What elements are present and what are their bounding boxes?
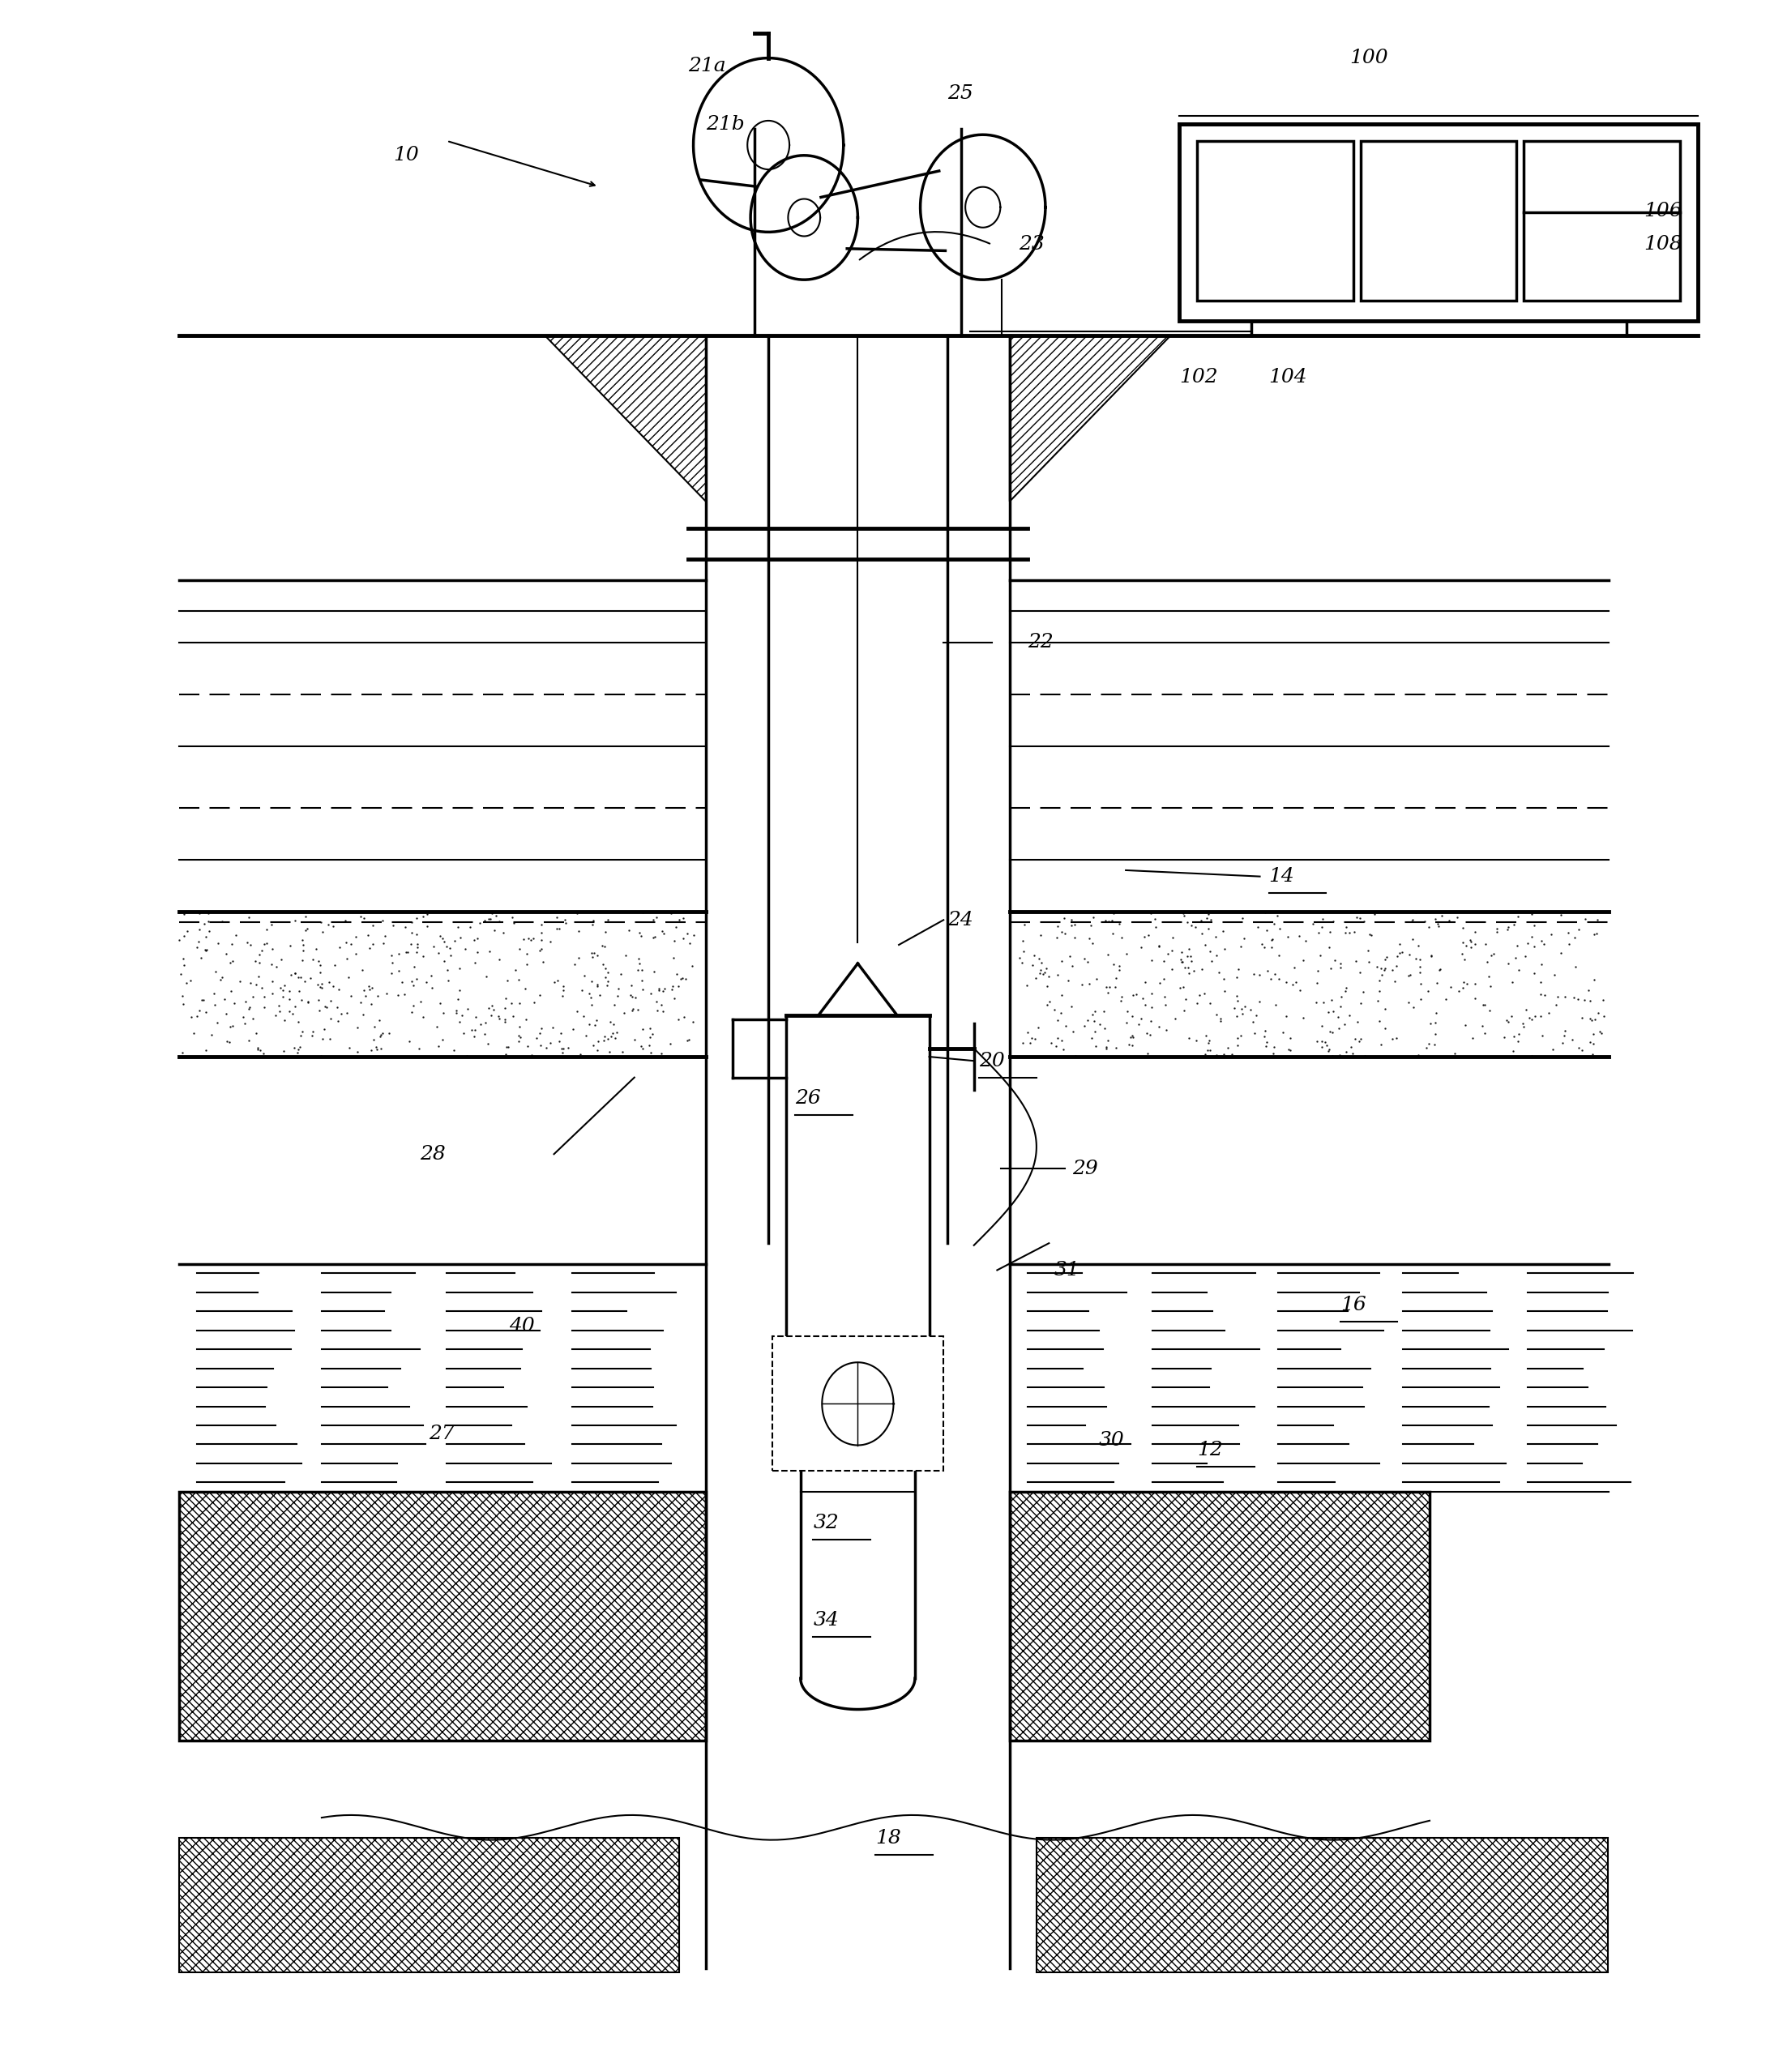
FancyBboxPatch shape <box>1197 141 1353 300</box>
FancyBboxPatch shape <box>1524 141 1680 300</box>
Text: 31: 31 <box>1054 1262 1079 1278</box>
Text: 27: 27 <box>429 1426 454 1442</box>
Text: 12: 12 <box>1197 1442 1222 1459</box>
Text: 21b: 21b <box>706 116 745 133</box>
Text: 25: 25 <box>947 85 972 102</box>
Text: 106: 106 <box>1644 203 1683 220</box>
Text: 14: 14 <box>1269 868 1294 885</box>
FancyBboxPatch shape <box>1179 124 1698 321</box>
Text: 20: 20 <box>979 1053 1004 1069</box>
Text: 32: 32 <box>813 1515 838 1531</box>
Text: 34: 34 <box>813 1612 838 1629</box>
Text: 18: 18 <box>876 1830 901 1846</box>
Text: 100: 100 <box>1349 50 1388 66</box>
Text: 102: 102 <box>1179 369 1219 385</box>
Text: 29: 29 <box>1072 1160 1097 1177</box>
Text: 28: 28 <box>420 1146 445 1162</box>
Text: 21a: 21a <box>688 58 726 75</box>
Text: 10: 10 <box>393 147 418 164</box>
Text: 26: 26 <box>795 1090 820 1106</box>
Text: 24: 24 <box>947 912 972 928</box>
Text: 104: 104 <box>1269 369 1308 385</box>
Text: 23: 23 <box>1019 236 1044 253</box>
Text: 30: 30 <box>1099 1432 1124 1448</box>
FancyBboxPatch shape <box>1360 141 1517 300</box>
Text: 22: 22 <box>1028 634 1053 651</box>
FancyBboxPatch shape <box>772 1336 944 1471</box>
Text: 108: 108 <box>1644 236 1683 253</box>
Text: 40: 40 <box>509 1318 534 1334</box>
Text: 16: 16 <box>1340 1297 1365 1314</box>
